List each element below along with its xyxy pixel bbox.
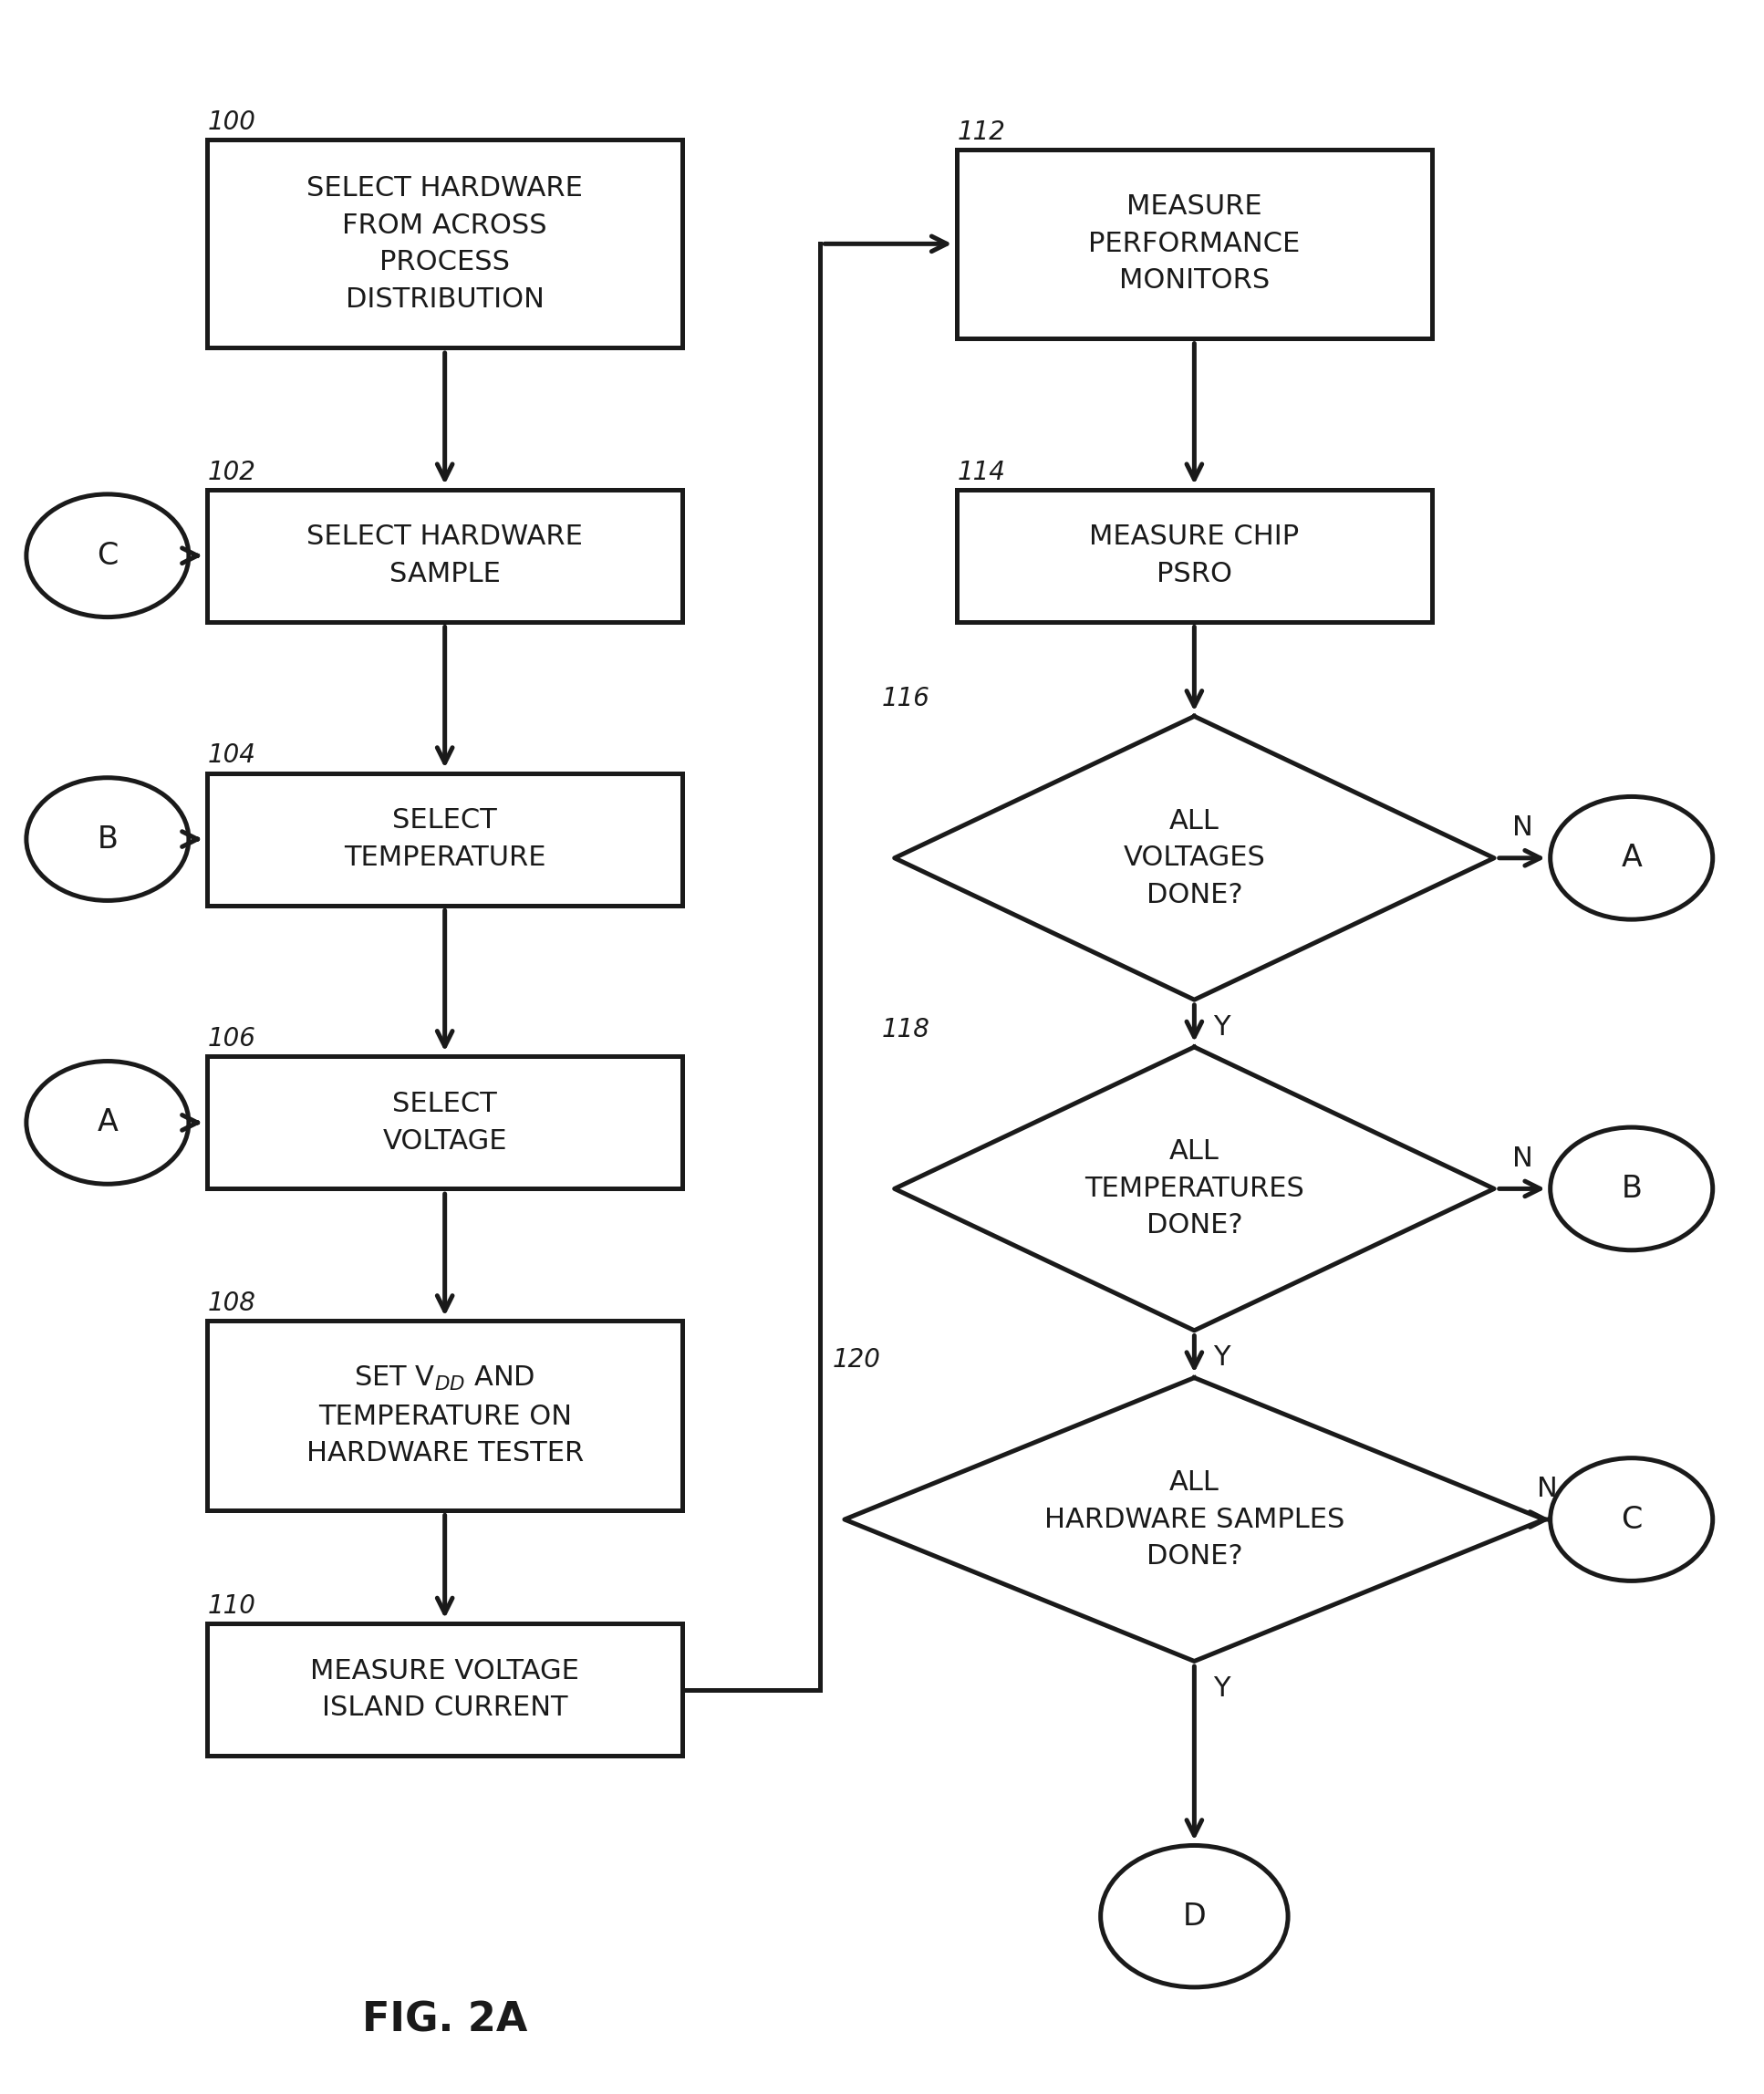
Text: 110: 110 — [208, 1594, 256, 1619]
Text: MEASURE CHIP
PSRO: MEASURE CHIP PSRO — [1090, 524, 1300, 586]
Text: MEASURE
PERFORMANCE
MONITORS: MEASURE PERFORMANCE MONITORS — [1088, 193, 1300, 293]
Bar — [208, 773, 683, 905]
Text: SELECT
VOLTAGE: SELECT VOLTAGE — [383, 1091, 506, 1154]
Text: B: B — [97, 825, 118, 854]
Text: 100: 100 — [208, 109, 256, 136]
Circle shape — [1551, 1127, 1713, 1250]
Text: ALL
VOLTAGES
DONE?: ALL VOLTAGES DONE? — [1124, 808, 1265, 909]
Text: FIG. 2A: FIG. 2A — [362, 2000, 527, 2040]
Text: N: N — [1512, 815, 1533, 842]
Text: SELECT HARDWARE
FROM ACROSS
PROCESS
DISTRIBUTION: SELECT HARDWARE FROM ACROSS PROCESS DIST… — [307, 176, 582, 312]
Text: C: C — [97, 540, 118, 572]
Circle shape — [26, 777, 189, 900]
Bar — [208, 1623, 683, 1755]
Text: ALL
HARDWARE SAMPLES
DONE?: ALL HARDWARE SAMPLES DONE? — [1044, 1470, 1344, 1570]
Text: 106: 106 — [208, 1026, 256, 1051]
Bar — [956, 149, 1432, 339]
Text: D: D — [1182, 1901, 1207, 1931]
Circle shape — [26, 1062, 189, 1183]
Text: 112: 112 — [956, 119, 1005, 144]
Text: Y: Y — [1214, 1344, 1230, 1372]
Text: Y: Y — [1214, 1013, 1230, 1041]
Text: C: C — [1621, 1503, 1642, 1535]
Text: A: A — [97, 1108, 118, 1137]
Text: N: N — [1512, 1145, 1533, 1173]
Bar — [956, 490, 1432, 622]
Text: B: B — [1621, 1175, 1642, 1204]
Text: 120: 120 — [833, 1346, 880, 1374]
Text: ALL
TEMPERATURES
DONE?: ALL TEMPERATURES DONE? — [1085, 1139, 1304, 1240]
Text: 104: 104 — [208, 743, 256, 768]
Text: 114: 114 — [956, 459, 1005, 486]
Text: 102: 102 — [208, 459, 256, 486]
Text: A: A — [1621, 844, 1642, 873]
Circle shape — [1551, 1457, 1713, 1581]
Circle shape — [1551, 796, 1713, 919]
Bar — [208, 1321, 683, 1510]
Text: SELECT HARDWARE
SAMPLE: SELECT HARDWARE SAMPLE — [307, 524, 582, 586]
Text: 108: 108 — [208, 1290, 256, 1317]
Bar — [208, 140, 683, 348]
Bar — [208, 490, 683, 622]
Text: MEASURE VOLTAGE
ISLAND CURRENT: MEASURE VOLTAGE ISLAND CURRENT — [310, 1658, 579, 1721]
Text: SELECT
TEMPERATURE: SELECT TEMPERATURE — [344, 808, 545, 871]
Text: 116: 116 — [882, 687, 930, 712]
Circle shape — [1101, 1845, 1288, 1987]
Bar — [208, 1057, 683, 1189]
Text: Y: Y — [1214, 1675, 1230, 1702]
Text: 118: 118 — [882, 1018, 930, 1043]
Circle shape — [26, 494, 189, 618]
Text: SET V$_{DD}$ AND
TEMPERATURE ON
HARDWARE TESTER: SET V$_{DD}$ AND TEMPERATURE ON HARDWARE… — [305, 1365, 584, 1466]
Text: N: N — [1536, 1476, 1558, 1503]
